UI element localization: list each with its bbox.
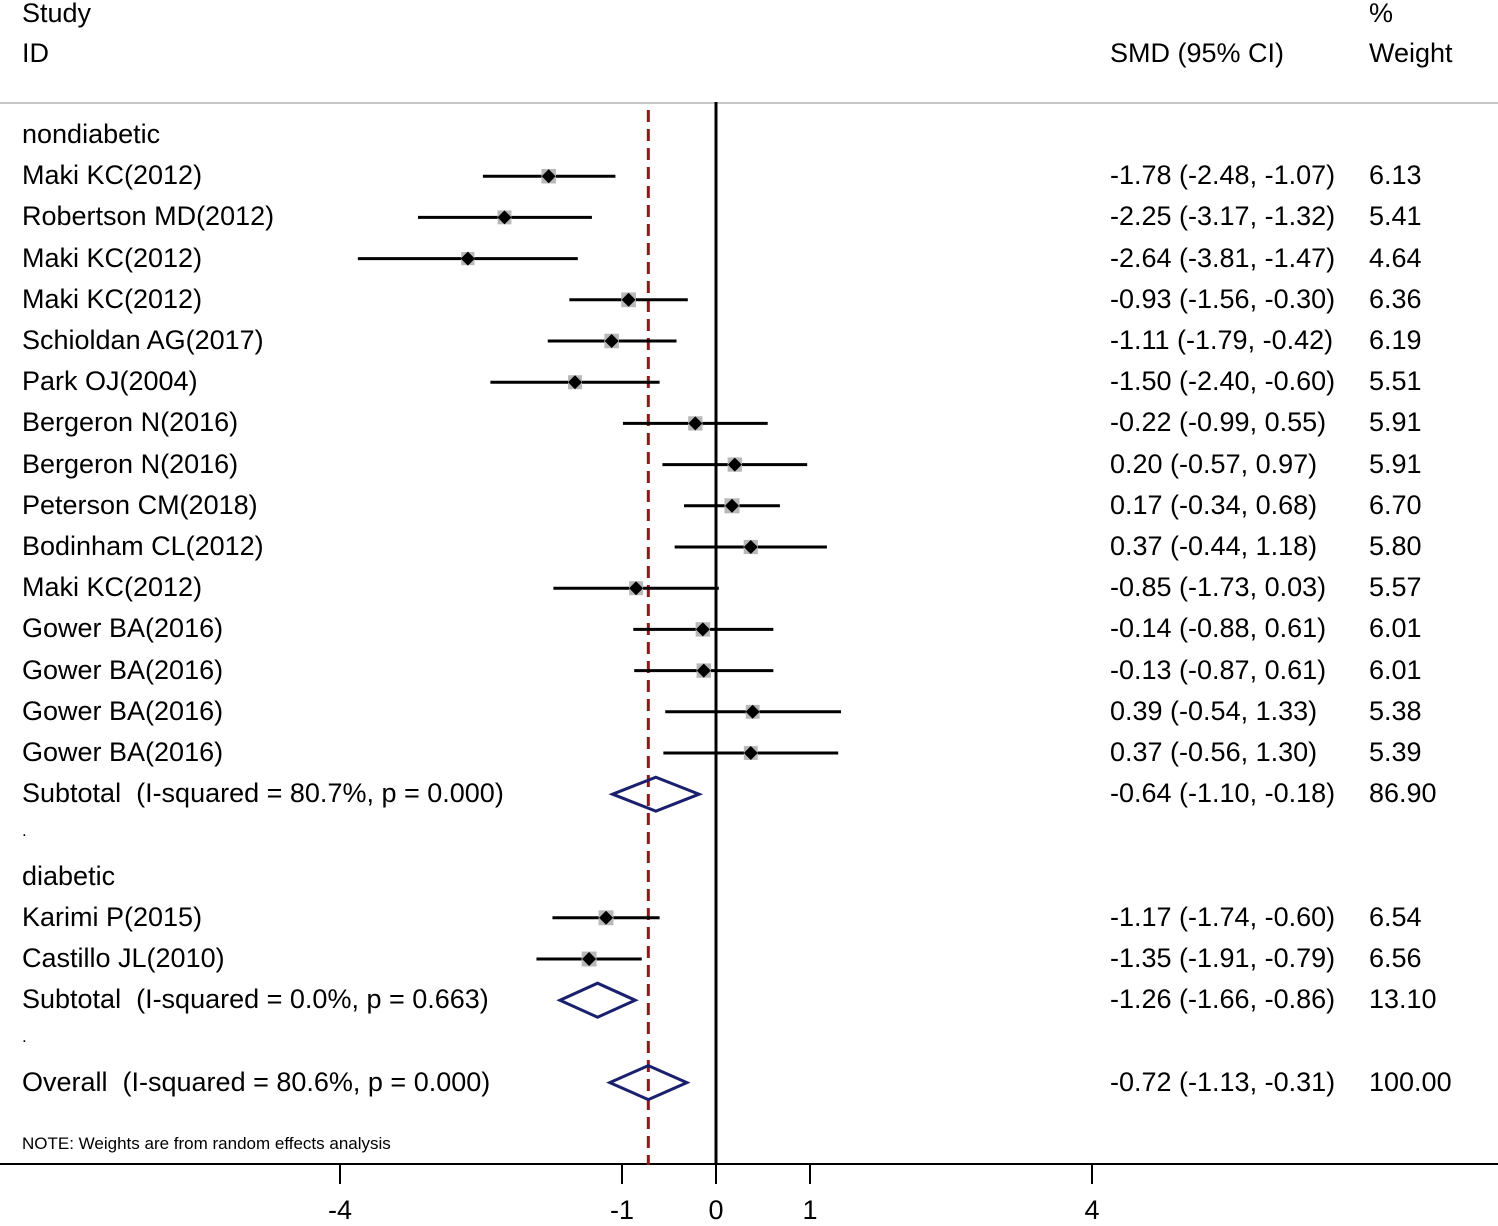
point-estimate <box>621 292 636 307</box>
x-tick-label: -1 <box>609 1195 634 1225</box>
study-label: Gower BA(2016) <box>22 695 224 726</box>
weight-text: 5.38 <box>1369 695 1422 726</box>
point-estimate <box>696 663 711 678</box>
x-tick-label: 4 <box>1084 1195 1100 1225</box>
weight-text: 6.70 <box>1369 489 1422 520</box>
weight-text: 6.19 <box>1369 325 1422 355</box>
study-label: Bergeron N(2016) <box>22 407 239 438</box>
study-label: Gower BA(2016) <box>22 737 224 767</box>
point-estimate <box>497 210 512 225</box>
study-label: Castillo JL(2010) <box>22 943 225 973</box>
point-estimate <box>604 334 619 348</box>
weight-text: 5.41 <box>1369 201 1422 232</box>
spacer-dot: . <box>22 821 27 841</box>
weights-note: NOTE: Weights are from random effects an… <box>22 1134 391 1153</box>
point-estimate <box>727 457 742 472</box>
point-estimate <box>743 746 758 760</box>
effect-ci-text: 0.39 (-0.54, 1.33) <box>1110 695 1318 726</box>
study-label: Gower BA(2016) <box>22 654 224 685</box>
effect-ci-text: -0.64 (-1.10, -0.18) <box>1110 778 1336 809</box>
effect-ci-text: -2.64 (-3.81, -1.47) <box>1110 242 1336 273</box>
weight-text: 100.00 <box>1369 1066 1452 1097</box>
spacer-dot: . <box>22 1027 27 1047</box>
x-tick-label: 0 <box>708 1195 724 1225</box>
study-label: Peterson CM(2018) <box>22 489 258 520</box>
effect-ci-text: -1.78 (-2.48, -1.07) <box>1110 160 1336 191</box>
effect-ci-text: -0.93 (-1.56, -0.30) <box>1110 283 1336 314</box>
study-label: Subtotal (I-squared = 0.0%, p = 0.663) <box>22 984 489 1015</box>
x-tick-label: -4 <box>327 1195 352 1225</box>
point-estimate <box>568 375 582 390</box>
weight-text: 6.01 <box>1369 654 1422 685</box>
effect-ci-text: -0.22 (-0.99, 0.55) <box>1110 407 1327 438</box>
point-estimate <box>724 498 739 513</box>
effect-ci-text: -0.72 (-1.13, -0.31) <box>1110 1066 1336 1097</box>
effect-ci-text: 0.20 (-0.57, 0.97) <box>1110 448 1318 479</box>
pooled-diamond <box>556 981 639 1019</box>
point-estimate <box>541 169 556 184</box>
weight-text: 86.90 <box>1369 778 1437 809</box>
weight-text: 5.91 <box>1369 407 1422 438</box>
study-label: Gower BA(2016) <box>22 613 224 644</box>
study-label: Park OJ(2004) <box>22 366 198 397</box>
effect-ci-text: -2.25 (-3.17, -1.32) <box>1110 201 1336 232</box>
study-label: Overall (I-squared = 80.6%, p = 0.000) <box>22 1066 491 1097</box>
header-id: ID <box>22 38 49 68</box>
point-estimate <box>688 416 703 431</box>
weight-text: 5.80 <box>1369 531 1422 561</box>
point-estimate <box>460 251 475 266</box>
effect-ci-text: -0.13 (-0.87, 0.61) <box>1110 654 1327 685</box>
effect-ci-text: 0.37 (-0.44, 1.18) <box>1110 531 1318 561</box>
effect-ci-text: -1.26 (-1.66, -0.86) <box>1110 984 1336 1015</box>
study-label: Robertson MD(2012) <box>22 201 275 232</box>
weight-text: 6.13 <box>1369 160 1422 191</box>
header-percent: % <box>1369 0 1394 28</box>
effect-ci-text: -1.50 (-2.40, -0.60) <box>1110 366 1336 397</box>
weight-text: 6.36 <box>1369 283 1422 314</box>
weight-text: 5.91 <box>1369 448 1422 479</box>
effect-ci-text: 0.37 (-0.56, 1.30) <box>1110 737 1318 767</box>
study-label: Bodinham CL(2012) <box>22 531 264 561</box>
study-label: Maki KC(2012) <box>22 160 203 191</box>
effect-ci-text: 0.17 (-0.34, 0.68) <box>1110 489 1318 520</box>
point-estimate <box>743 540 758 554</box>
weight-text: 6.56 <box>1369 943 1422 973</box>
effect-ci-text: -0.14 (-0.88, 0.61) <box>1110 613 1327 644</box>
point-estimate <box>695 622 710 637</box>
effect-ci-text: -1.35 (-1.91, -0.79) <box>1110 943 1336 973</box>
study-label: Schioldan AG(2017) <box>22 325 264 355</box>
weight-text: 5.39 <box>1369 737 1422 767</box>
point-estimate <box>599 910 614 925</box>
pooled-diamond <box>608 775 704 813</box>
weight-text: 6.54 <box>1369 901 1422 932</box>
effect-ci-text: -1.11 (-1.79, -0.42) <box>1110 325 1334 355</box>
study-label: Maki KC(2012) <box>22 242 203 273</box>
header-weight: Weight <box>1369 38 1453 68</box>
point-estimate <box>582 952 597 966</box>
header-effect: SMD (95% CI) <box>1110 38 1285 68</box>
study-label: Maki KC(2012) <box>22 572 203 603</box>
study-label: Subtotal (I-squared = 80.7%, p = 0.000) <box>22 778 504 809</box>
group-label: nondiabetic <box>22 119 161 149</box>
effect-ci-text: -1.17 (-1.74, -0.60) <box>1110 901 1336 932</box>
weight-text: 5.57 <box>1369 572 1422 603</box>
group-label: diabetic <box>22 860 116 891</box>
effect-ci-text: -0.85 (-1.73, 0.03) <box>1110 572 1327 603</box>
pooled-diamond <box>606 1063 691 1102</box>
x-tick-label: 1 <box>802 1195 818 1225</box>
point-estimate <box>629 581 644 596</box>
weight-text: 6.01 <box>1369 613 1422 644</box>
study-label: Maki KC(2012) <box>22 283 203 314</box>
point-estimate <box>745 704 760 719</box>
study-label: Karimi P(2015) <box>22 901 203 932</box>
header-study: Study <box>22 0 92 28</box>
weight-text: 5.51 <box>1369 366 1422 397</box>
weight-text: 13.10 <box>1369 984 1437 1015</box>
weight-text: 4.64 <box>1369 242 1422 273</box>
study-label: Bergeron N(2016) <box>22 448 239 479</box>
